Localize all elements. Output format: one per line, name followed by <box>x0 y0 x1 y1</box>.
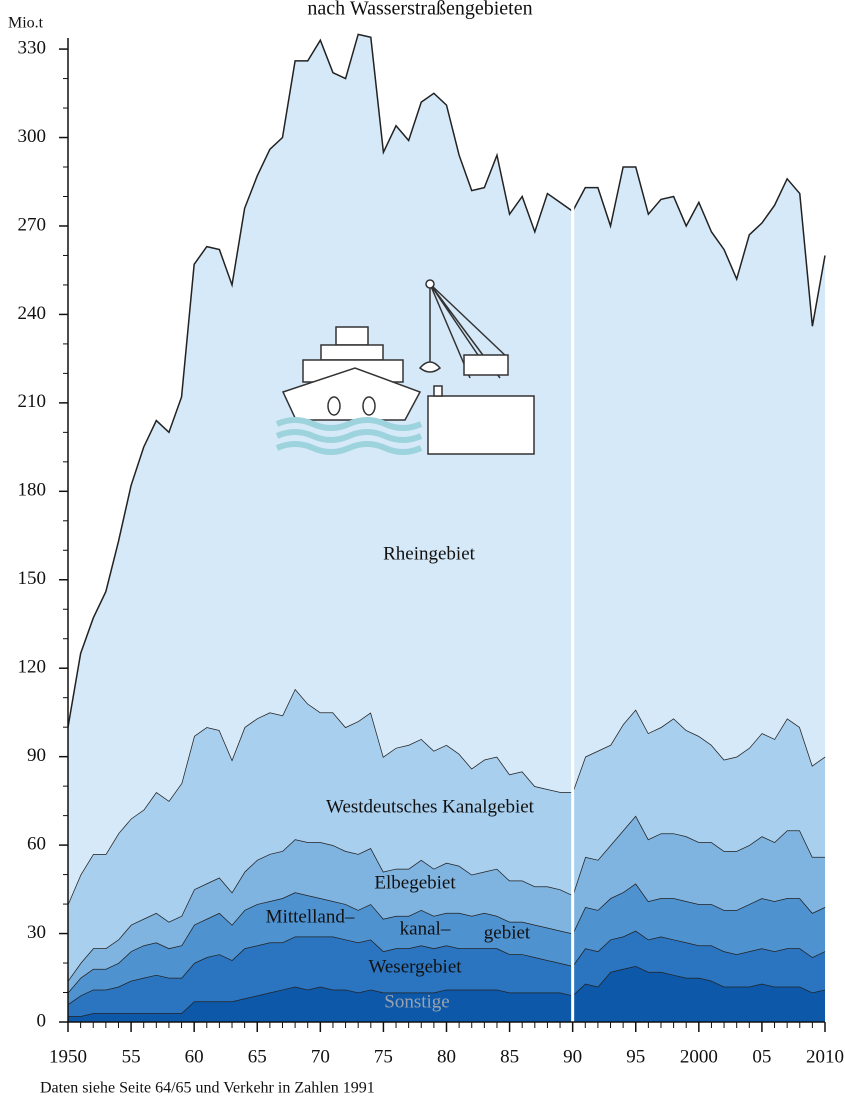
x-tick-label: 75 <box>374 1046 393 1067</box>
series-label: Sonstige <box>384 991 449 1012</box>
series-label: Elbegebiet <box>374 872 456 893</box>
x-tick-label: 2010 <box>806 1046 844 1067</box>
y-unit: Mio.t <box>8 15 44 32</box>
y-tick-label: 210 <box>18 391 47 412</box>
area <box>68 883 825 1005</box>
y-tick-label: 330 <box>18 37 47 58</box>
chart-title: nach Wasserstraßengebieten <box>307 0 532 20</box>
x-tick-label: 65 <box>248 1046 267 1067</box>
area <box>68 965 825 1022</box>
area-edge <box>67 33 826 728</box>
series-label: Wesergebiet <box>368 956 462 977</box>
plot-area: Sonstige Wesergebiet Mittelland– kanal– gebi… <box>18 19 844 1067</box>
x-tick-label: 95 <box>626 1046 645 1067</box>
y-tick-label: 30 <box>27 922 46 943</box>
x-tick-label: 1950 <box>49 1046 87 1067</box>
series-label: Westdeutsches Kanalgebiet <box>326 796 535 817</box>
area <box>68 930 825 1017</box>
area <box>68 34 825 905</box>
y-tick-label: 60 <box>27 833 46 854</box>
y-tick-label: 150 <box>18 568 47 589</box>
series-label: gebiet <box>484 922 531 943</box>
y-tick-label: 90 <box>27 745 46 766</box>
ship-crane-icon <box>275 279 535 455</box>
y-tick-label: 240 <box>18 303 47 324</box>
x-tick-label: 70 <box>311 1046 330 1067</box>
y-tick-label: 0 <box>37 1010 47 1031</box>
x-tick-label: 2000 <box>680 1046 718 1067</box>
x-tick-label: 55 <box>122 1046 141 1067</box>
series-label: Mittelland– <box>266 906 355 927</box>
x-tick-label: 85 <box>500 1046 519 1067</box>
source-note: Daten siehe Seite 64/65 und Verkehr in Z… <box>40 1080 375 1097</box>
x-tick-label: 90 <box>563 1046 582 1067</box>
y-tick-label: 270 <box>18 214 47 235</box>
series-label: kanal– <box>400 918 451 939</box>
y-tick-label: 300 <box>18 126 47 147</box>
x-tick-label: 05 <box>752 1046 771 1067</box>
y-tick-label: 120 <box>18 657 47 678</box>
x-tick-label: 80 <box>437 1046 456 1067</box>
x-tick-label: 60 <box>185 1046 204 1067</box>
y-tick-label: 180 <box>18 480 47 501</box>
series-label: Rheingebiet <box>383 543 476 564</box>
area <box>68 688 825 981</box>
